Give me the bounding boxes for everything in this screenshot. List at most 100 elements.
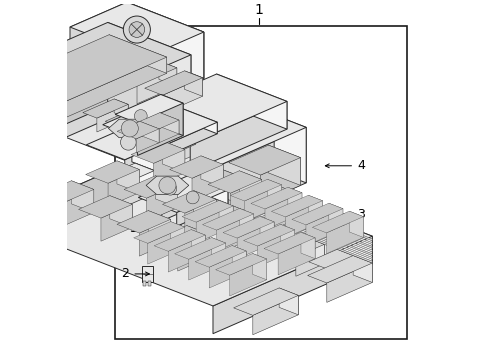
Polygon shape xyxy=(83,99,128,118)
Polygon shape xyxy=(185,199,216,236)
Polygon shape xyxy=(108,22,191,82)
Polygon shape xyxy=(120,171,154,209)
Polygon shape xyxy=(162,120,287,221)
Polygon shape xyxy=(114,99,128,118)
Polygon shape xyxy=(168,235,205,272)
Polygon shape xyxy=(117,211,171,233)
Polygon shape xyxy=(353,256,372,283)
Polygon shape xyxy=(155,154,372,241)
Polygon shape xyxy=(169,138,203,166)
Polygon shape xyxy=(223,216,274,238)
Polygon shape xyxy=(154,230,205,251)
Polygon shape xyxy=(273,236,324,257)
Polygon shape xyxy=(133,181,183,202)
Polygon shape xyxy=(138,175,228,212)
Polygon shape xyxy=(202,208,254,230)
Polygon shape xyxy=(238,222,289,243)
Polygon shape xyxy=(208,171,262,193)
Polygon shape xyxy=(219,201,233,227)
Polygon shape xyxy=(217,214,254,251)
Polygon shape xyxy=(145,71,202,95)
Polygon shape xyxy=(278,238,315,275)
Circle shape xyxy=(129,22,145,37)
Polygon shape xyxy=(312,211,364,233)
Polygon shape xyxy=(63,189,94,226)
Polygon shape xyxy=(70,2,204,57)
Polygon shape xyxy=(127,2,204,97)
Polygon shape xyxy=(160,100,217,134)
Polygon shape xyxy=(239,171,262,203)
Polygon shape xyxy=(148,227,185,264)
Polygon shape xyxy=(120,74,287,144)
Polygon shape xyxy=(174,238,226,259)
Polygon shape xyxy=(280,224,294,251)
Polygon shape xyxy=(260,216,274,243)
Text: 4: 4 xyxy=(325,159,365,172)
Polygon shape xyxy=(108,119,151,138)
Polygon shape xyxy=(244,224,294,246)
Polygon shape xyxy=(163,191,216,213)
Polygon shape xyxy=(261,158,300,203)
Polygon shape xyxy=(155,158,372,244)
Polygon shape xyxy=(119,113,150,141)
Polygon shape xyxy=(159,116,173,136)
Polygon shape xyxy=(0,152,372,306)
Polygon shape xyxy=(133,51,151,76)
Polygon shape xyxy=(234,288,298,315)
Polygon shape xyxy=(223,214,255,251)
Polygon shape xyxy=(66,55,191,137)
Polygon shape xyxy=(97,104,128,132)
Polygon shape xyxy=(117,121,159,139)
Polygon shape xyxy=(168,194,219,216)
Polygon shape xyxy=(140,121,159,143)
Polygon shape xyxy=(195,246,246,267)
Polygon shape xyxy=(137,108,150,127)
Polygon shape xyxy=(119,61,177,85)
Polygon shape xyxy=(190,203,219,235)
Polygon shape xyxy=(108,50,287,166)
Polygon shape xyxy=(267,222,289,250)
Polygon shape xyxy=(253,253,267,280)
Polygon shape xyxy=(286,201,322,238)
Polygon shape xyxy=(153,150,185,186)
Polygon shape xyxy=(309,249,360,270)
Polygon shape xyxy=(110,196,132,228)
Polygon shape xyxy=(72,181,94,212)
Polygon shape xyxy=(225,217,254,249)
Polygon shape xyxy=(178,234,209,271)
Polygon shape xyxy=(142,122,173,149)
Polygon shape xyxy=(327,263,372,302)
Circle shape xyxy=(134,109,147,122)
Polygon shape xyxy=(306,209,343,246)
Polygon shape xyxy=(86,161,139,183)
Text: 2: 2 xyxy=(122,267,149,280)
Polygon shape xyxy=(268,179,281,206)
Polygon shape xyxy=(230,179,281,201)
Polygon shape xyxy=(232,246,246,272)
Polygon shape xyxy=(265,193,302,230)
Bar xyxy=(143,281,147,286)
Bar xyxy=(142,266,153,282)
Polygon shape xyxy=(103,100,217,147)
Polygon shape xyxy=(232,206,255,238)
Polygon shape xyxy=(130,174,183,197)
Polygon shape xyxy=(147,184,178,221)
Polygon shape xyxy=(326,217,364,254)
Text: 1: 1 xyxy=(255,3,264,17)
Polygon shape xyxy=(160,122,217,159)
Polygon shape xyxy=(190,102,287,171)
Polygon shape xyxy=(240,208,254,235)
Polygon shape xyxy=(7,35,167,102)
Polygon shape xyxy=(0,22,191,109)
Polygon shape xyxy=(296,244,324,276)
Polygon shape xyxy=(201,156,223,188)
Polygon shape xyxy=(131,141,185,163)
Polygon shape xyxy=(40,181,94,203)
Circle shape xyxy=(164,182,177,195)
Polygon shape xyxy=(101,204,132,241)
Polygon shape xyxy=(70,2,127,92)
Polygon shape xyxy=(216,253,267,275)
Polygon shape xyxy=(230,180,262,216)
Polygon shape xyxy=(274,115,306,183)
Polygon shape xyxy=(163,78,202,114)
